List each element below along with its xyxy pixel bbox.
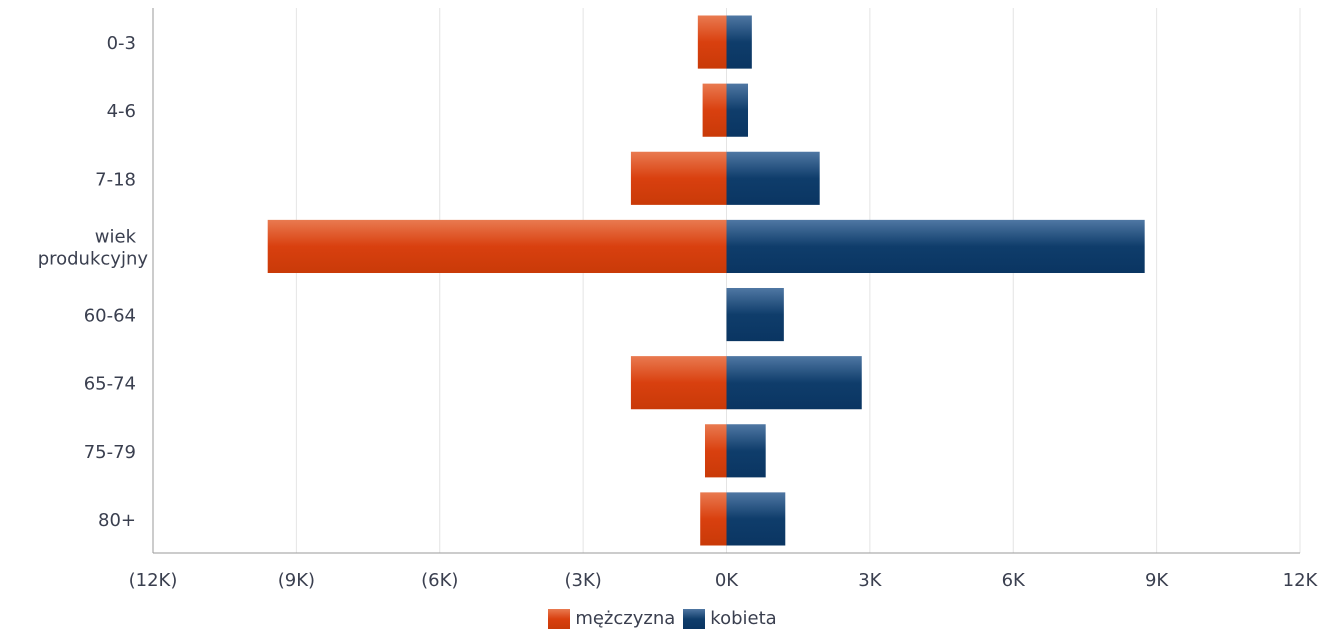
legend: mężczyzna kobieta	[0, 608, 1325, 629]
bar-female[interactable]	[726, 151, 820, 205]
bar-female[interactable]	[726, 424, 766, 478]
category-label: 0-3	[107, 33, 136, 54]
axis-labels: (12K) (9K) (6K) (3K) 0K 3K 6K 9K 12K 0-3 4-6 7-18 wi…	[38, 33, 1319, 591]
x-tick-label: (12K)	[129, 570, 178, 591]
bar-male[interactable]	[700, 492, 727, 546]
category-label: 60-64	[84, 306, 136, 327]
category-label: 75-79	[84, 442, 136, 463]
bar-male[interactable]	[630, 151, 727, 205]
legend-label-female: kobieta	[710, 608, 777, 629]
bar-female[interactable]	[726, 356, 862, 410]
bar-female[interactable]	[726, 492, 786, 546]
x-tick-label: 9K	[1145, 570, 1169, 591]
x-tick-label: 6K	[1002, 570, 1026, 591]
legend-swatch-female	[683, 608, 706, 629]
category-label: 4-6	[107, 101, 136, 122]
axes	[152, 8, 1300, 554]
category-label: 80+	[98, 510, 136, 531]
x-tick-label: 0K	[715, 570, 739, 591]
bar-female[interactable]	[726, 83, 749, 137]
legend-item-female[interactable]: kobieta	[683, 608, 777, 629]
legend-item-male[interactable]: mężczyzna	[548, 608, 675, 629]
bar-male[interactable]	[267, 219, 727, 274]
bar-male[interactable]	[704, 424, 727, 478]
category-label: wiek produkcyjny	[38, 226, 149, 269]
x-tick-label: (3K)	[564, 570, 601, 591]
x-tick-label: 12K	[1283, 570, 1319, 591]
x-tick-label: (9K)	[278, 570, 315, 591]
legend-label-male: mężczyzna	[575, 608, 676, 629]
bar-male[interactable]	[702, 83, 727, 137]
category-label: 65-74	[84, 374, 136, 395]
category-label: 7-18	[95, 169, 136, 190]
bar-male[interactable]	[630, 356, 727, 410]
chart-plot: (12K) (9K) (6K) (3K) 0K 3K 6K 9K 12K 0-3 4-6 7-18 wi…	[38, 8, 1319, 591]
bars	[267, 15, 1145, 546]
bar-female[interactable]	[726, 287, 784, 342]
bar-female[interactable]	[726, 15, 752, 69]
bar-male[interactable]	[697, 15, 727, 69]
grid-lines	[295, 8, 1301, 553]
x-tick-label: 3K	[858, 570, 882, 591]
x-tick-label: (6K)	[421, 570, 458, 591]
bar-female[interactable]	[726, 219, 1145, 274]
legend-swatch-male	[548, 608, 571, 629]
